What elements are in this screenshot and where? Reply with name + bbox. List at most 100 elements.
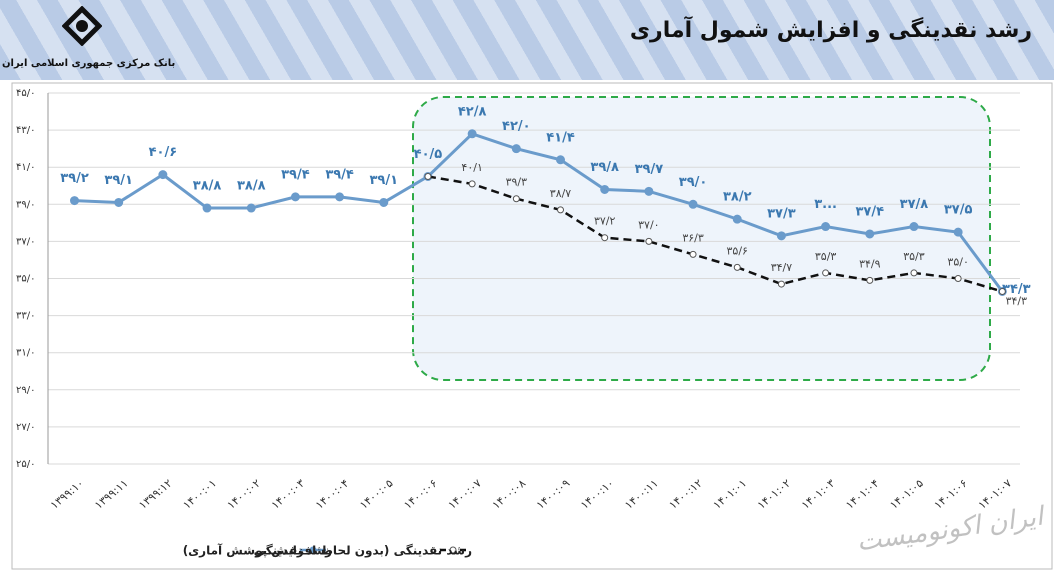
data-point: [379, 197, 389, 207]
data-point: [909, 222, 919, 232]
data-point: [732, 214, 742, 224]
data-label: ۴۰/۱: [461, 161, 482, 174]
data-point: [246, 203, 256, 213]
data-point: [290, 192, 300, 202]
data-point: [645, 237, 653, 245]
data-point: [822, 269, 830, 277]
x-tick-label: ۱۴۰۰:۰۶: [401, 477, 439, 512]
legend-marker: [449, 546, 457, 554]
data-label: ۳۶/۳: [682, 231, 704, 244]
data-label: ۳۷/۴: [856, 204, 885, 219]
data-point: [644, 186, 654, 196]
data-point: [600, 184, 610, 194]
y-tick-label: ۲۹/۰: [16, 385, 35, 396]
data-point: [777, 280, 785, 288]
x-tick-label: ۱۴۰۰:۱۱: [622, 477, 660, 512]
data-label: ۳۸/۸: [237, 179, 266, 194]
data-label: ۴۰/۶: [149, 145, 178, 160]
data-point: [202, 203, 212, 213]
data-label: ۳۹/۱: [104, 173, 133, 188]
x-tick-label: ۱۴۰۰:۰۵: [357, 477, 395, 512]
data-point: [689, 250, 697, 258]
x-tick-label: ۱۴۰۰:۰۳: [269, 477, 307, 512]
data-point: [335, 192, 345, 202]
data-label: ۳۵/۳: [903, 250, 925, 263]
data-label: ۳۸/۸: [193, 179, 222, 194]
data-point: [733, 263, 741, 271]
data-label: ۳...: [814, 197, 837, 212]
data-point: [158, 170, 168, 180]
highlight-box: [412, 96, 991, 381]
logo: [62, 6, 102, 46]
data-point: [114, 197, 124, 207]
y-tick-label: ۳۱/۰: [16, 348, 35, 359]
x-tick-label: ۱۴۰۰:۰۴: [313, 477, 351, 512]
data-point: [776, 231, 786, 241]
chart-title: رشد نقدینگی و افزایش شمول آماری: [629, 18, 1032, 43]
x-tick-label: ۱۴۰۱:۰۳: [799, 477, 837, 512]
x-tick-label: ۱۴۰۱:۰۶: [932, 477, 970, 512]
y-tick-label: ۳۷/۰: [16, 236, 35, 247]
x-tick-label: ۱۴۰۱:۰۵: [887, 477, 925, 512]
data-label: ۳۷/۵: [944, 203, 973, 218]
data-label: ۳۹/۰: [679, 175, 708, 190]
data-label: ۳۴/۳: [1006, 294, 1028, 307]
data-point: [954, 275, 962, 282]
data-label: ۳۹/۱: [370, 173, 399, 188]
y-tick-label: ۳۵/۰: [16, 274, 35, 285]
data-label: ۳۹/۴: [325, 167, 354, 182]
data-label: ۳۴/۹: [859, 257, 881, 270]
data-label: ۳۷/۲: [594, 215, 616, 228]
y-tick-label: ۴۵/۰: [16, 88, 35, 99]
series-line: [74, 132, 1004, 293]
data-point: [688, 199, 698, 209]
x-tick-label: ۱۳۹۹:۱۱: [92, 477, 130, 512]
data-label: ۳۵/۳: [815, 250, 837, 263]
data-label: ۴۱/۴: [546, 130, 575, 145]
x-tick-label: ۱۴۰۱:۰۴: [843, 477, 881, 512]
data-point: [866, 276, 874, 284]
data-point: [512, 195, 520, 203]
data-label: ۳۹/۴: [281, 167, 310, 182]
data-point: [910, 269, 918, 277]
x-tick-label: ۱۴۰۱:۰۲: [755, 477, 793, 512]
data-label: ۴۲/۸: [458, 104, 487, 119]
data-point: [821, 222, 831, 232]
x-tick-label: ۱۴۰۰:۰۹: [534, 477, 572, 512]
chart-frame: [11, 82, 1053, 570]
data-point: [953, 227, 963, 237]
data-label: ۳۹/۲: [60, 171, 89, 186]
bank-name: بانک مرکزی جمهوری اسلامی ایران: [2, 58, 176, 69]
banner: [0, 0, 1054, 80]
watermark: ایران اکونومیست: [855, 501, 1048, 557]
data-point: [70, 196, 80, 206]
y-tick-label: ۳۳/۰: [16, 311, 35, 322]
data-label: ۳۷/۰: [638, 218, 659, 231]
x-tick-label: ۱۴۰۰:۱۲: [667, 477, 705, 512]
data-label: ۴۰/۵: [414, 147, 443, 162]
data-label: ۳۴/۳: [1002, 282, 1031, 297]
data-label: ۳۴/۷: [771, 261, 793, 274]
data-label: ۳۵/۶: [727, 244, 748, 257]
data-label: ۳۵/۰: [947, 256, 968, 269]
data-label: ۴۲/۰: [502, 119, 531, 134]
y-tick-label: ۳۹/۰: [16, 199, 35, 210]
x-tick-label: ۱۴۰۰:۰۲: [225, 477, 263, 512]
data-label: ۳۹/۷: [635, 162, 664, 177]
y-tick-label: ۴۳/۰: [16, 125, 35, 136]
data-point: [467, 129, 477, 139]
data-point: [998, 287, 1006, 295]
x-tick-label: ۱۴۰۰:۰۱: [181, 477, 219, 512]
x-tick-label: ۱۴۰۱:۰۱: [711, 477, 749, 512]
legend-marker: [309, 546, 317, 554]
data-point: [865, 229, 875, 239]
x-tick-label: ۱۴۰۰:۱۰: [578, 477, 616, 512]
data-label: ۳۸/۷: [550, 187, 572, 200]
x-tick-label: ۱۳۹۹:۱۰: [48, 477, 86, 512]
data-label: ۳۹/۳: [506, 176, 528, 189]
data-label: ۳۷/۸: [900, 197, 929, 212]
data-point: [556, 155, 566, 165]
data-point: [557, 206, 565, 214]
